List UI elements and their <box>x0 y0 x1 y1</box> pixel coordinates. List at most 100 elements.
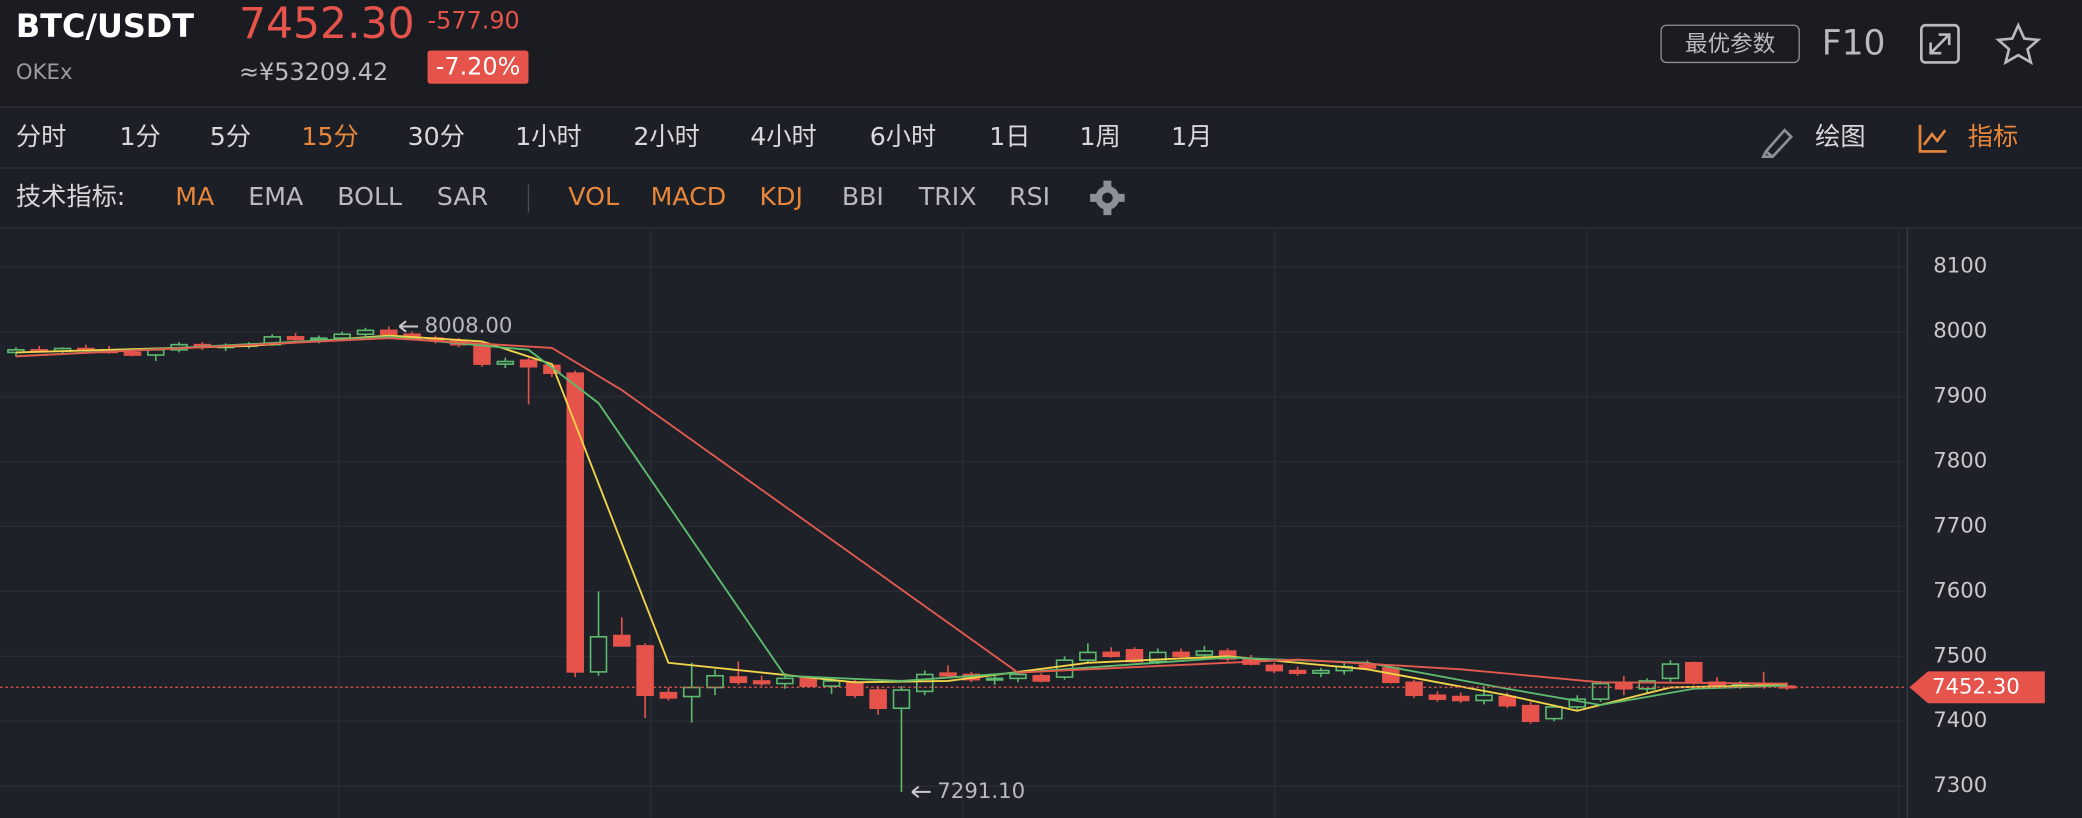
candle-body <box>636 645 654 697</box>
param-button[interactable] <box>1660 24 1800 64</box>
candle-body <box>496 360 515 365</box>
candle-body <box>776 677 794 685</box>
annotation-label: 8008.00 <box>425 313 513 338</box>
indicator-button[interactable]: RSI <box>1009 182 1050 211</box>
candle-body <box>1312 669 1330 674</box>
symbol: BTC/USDT <box>16 7 194 45</box>
candle-body <box>1615 682 1633 690</box>
candle-body <box>822 680 841 687</box>
candle-body <box>1545 706 1563 720</box>
y-tick-label: 7500 <box>1933 643 1987 668</box>
ma-line <box>15 335 1787 706</box>
candle-body <box>1684 661 1703 684</box>
indicator-button[interactable]: BOLL <box>337 182 402 211</box>
candle-body <box>939 672 957 677</box>
ma-line <box>15 334 1787 712</box>
candle-body <box>799 677 817 687</box>
timeframe-button[interactable]: 1月 <box>1171 122 1212 151</box>
draw-button[interactable]: 绘图 <box>1815 122 1865 151</box>
change-badge <box>427 50 529 84</box>
exchange: OKEx <box>16 60 73 85</box>
candle-body <box>1498 695 1517 707</box>
settings-icon[interactable] <box>1090 180 1125 216</box>
candle-body <box>869 689 887 710</box>
timeframe-button[interactable]: 分时 <box>16 122 66 151</box>
change-pct: -7.20% <box>436 53 521 81</box>
candle-body <box>752 680 771 685</box>
candle-body <box>846 681 864 697</box>
draw-icon[interactable] <box>1761 128 1794 159</box>
star-icon[interactable] <box>1995 22 2042 66</box>
timeframe-button[interactable]: 1日 <box>989 122 1030 151</box>
timeframe-button[interactable]: 30分 <box>408 122 465 151</box>
candle-body <box>380 329 398 336</box>
candle-body <box>519 359 538 368</box>
candle-body <box>1428 694 1447 700</box>
y-tick-label: 7400 <box>1933 708 1987 733</box>
indicator-button[interactable]: EMA <box>248 182 304 211</box>
candle-body <box>915 673 934 693</box>
timeframe-button[interactable]: 2小时 <box>633 122 699 151</box>
y-tick-label: 7800 <box>1933 449 1987 474</box>
candle-body <box>589 636 608 673</box>
candle-body <box>613 634 631 647</box>
timeframe-button[interactable]: 1分 <box>120 122 161 151</box>
indicator-button[interactable]: 指标 <box>1968 122 2018 151</box>
indicator-button[interactable]: VOL <box>568 182 619 211</box>
timeframe-button[interactable]: 15分 <box>301 122 358 151</box>
candle-body <box>356 329 375 336</box>
y-tick-label: 8000 <box>1933 319 1987 344</box>
candle-body <box>286 336 305 341</box>
indicator-label: 技术指标: <box>16 182 125 211</box>
candle-body <box>1288 669 1307 674</box>
vertical-grid <box>337 228 1900 818</box>
indicator-button[interactable]: BBI <box>842 182 884 211</box>
timeframe-button[interactable]: 1小时 <box>515 122 581 151</box>
timeframe-button[interactable]: 1周 <box>1080 122 1121 151</box>
indicator-button[interactable]: MA <box>175 182 215 211</box>
y-tick-label: 7700 <box>1933 513 1987 538</box>
candle-body <box>1591 682 1610 700</box>
candle-body <box>985 677 1004 681</box>
fullscreen-icon[interactable] <box>1920 23 1960 64</box>
candle-body <box>1521 704 1540 723</box>
indicator-button[interactable]: TRIX <box>918 182 977 211</box>
price: 7452.30 <box>239 0 415 49</box>
indicator-button[interactable]: KDJ <box>760 182 803 211</box>
candle-body <box>1265 664 1284 672</box>
candle-body <box>1195 650 1214 656</box>
change: -577.90 <box>428 6 520 34</box>
header-bg <box>0 0 2082 107</box>
param-button-label[interactable]: 最优参数 <box>1685 32 1775 58</box>
candle-body <box>729 676 748 684</box>
candle-body <box>1475 694 1493 702</box>
candle-body <box>1661 663 1680 680</box>
indicator-button[interactable]: SAR <box>437 182 488 211</box>
timeframe-button[interactable]: 5分 <box>210 122 251 151</box>
annotation-arrow <box>911 785 931 799</box>
candle-body <box>333 333 351 339</box>
y-tick-label: 7600 <box>1933 578 1987 603</box>
candle-body <box>1032 674 1051 682</box>
timeframe-button[interactable]: 4小时 <box>750 122 816 151</box>
candle-body <box>892 689 911 710</box>
last-price-label: 7452.30 <box>1932 674 2020 699</box>
candle-body <box>1218 650 1237 660</box>
candle-body <box>1102 651 1120 658</box>
last-price-tag <box>1909 671 2045 704</box>
plot: 7300 7400 7500 7600 7700 7800 7900 8000 8100 8008… <box>0 254 2045 804</box>
candle-body <box>706 674 724 689</box>
annotation-label: 7291.10 <box>937 779 1025 804</box>
candle-body <box>123 351 142 356</box>
price-cny: ≈¥53209.42 <box>239 58 388 86</box>
indicator-icon[interactable] <box>1918 124 1947 153</box>
timeframe-button[interactable]: 6小时 <box>870 122 936 151</box>
f10-button[interactable]: F10 <box>1822 24 1886 64</box>
candle-body <box>1009 673 1027 680</box>
candle-body <box>1358 664 1377 669</box>
indicator-button[interactable]: MACD <box>651 182 727 211</box>
candle-body <box>1405 681 1423 697</box>
candle-body <box>566 372 584 673</box>
ma-line <box>15 337 1787 685</box>
